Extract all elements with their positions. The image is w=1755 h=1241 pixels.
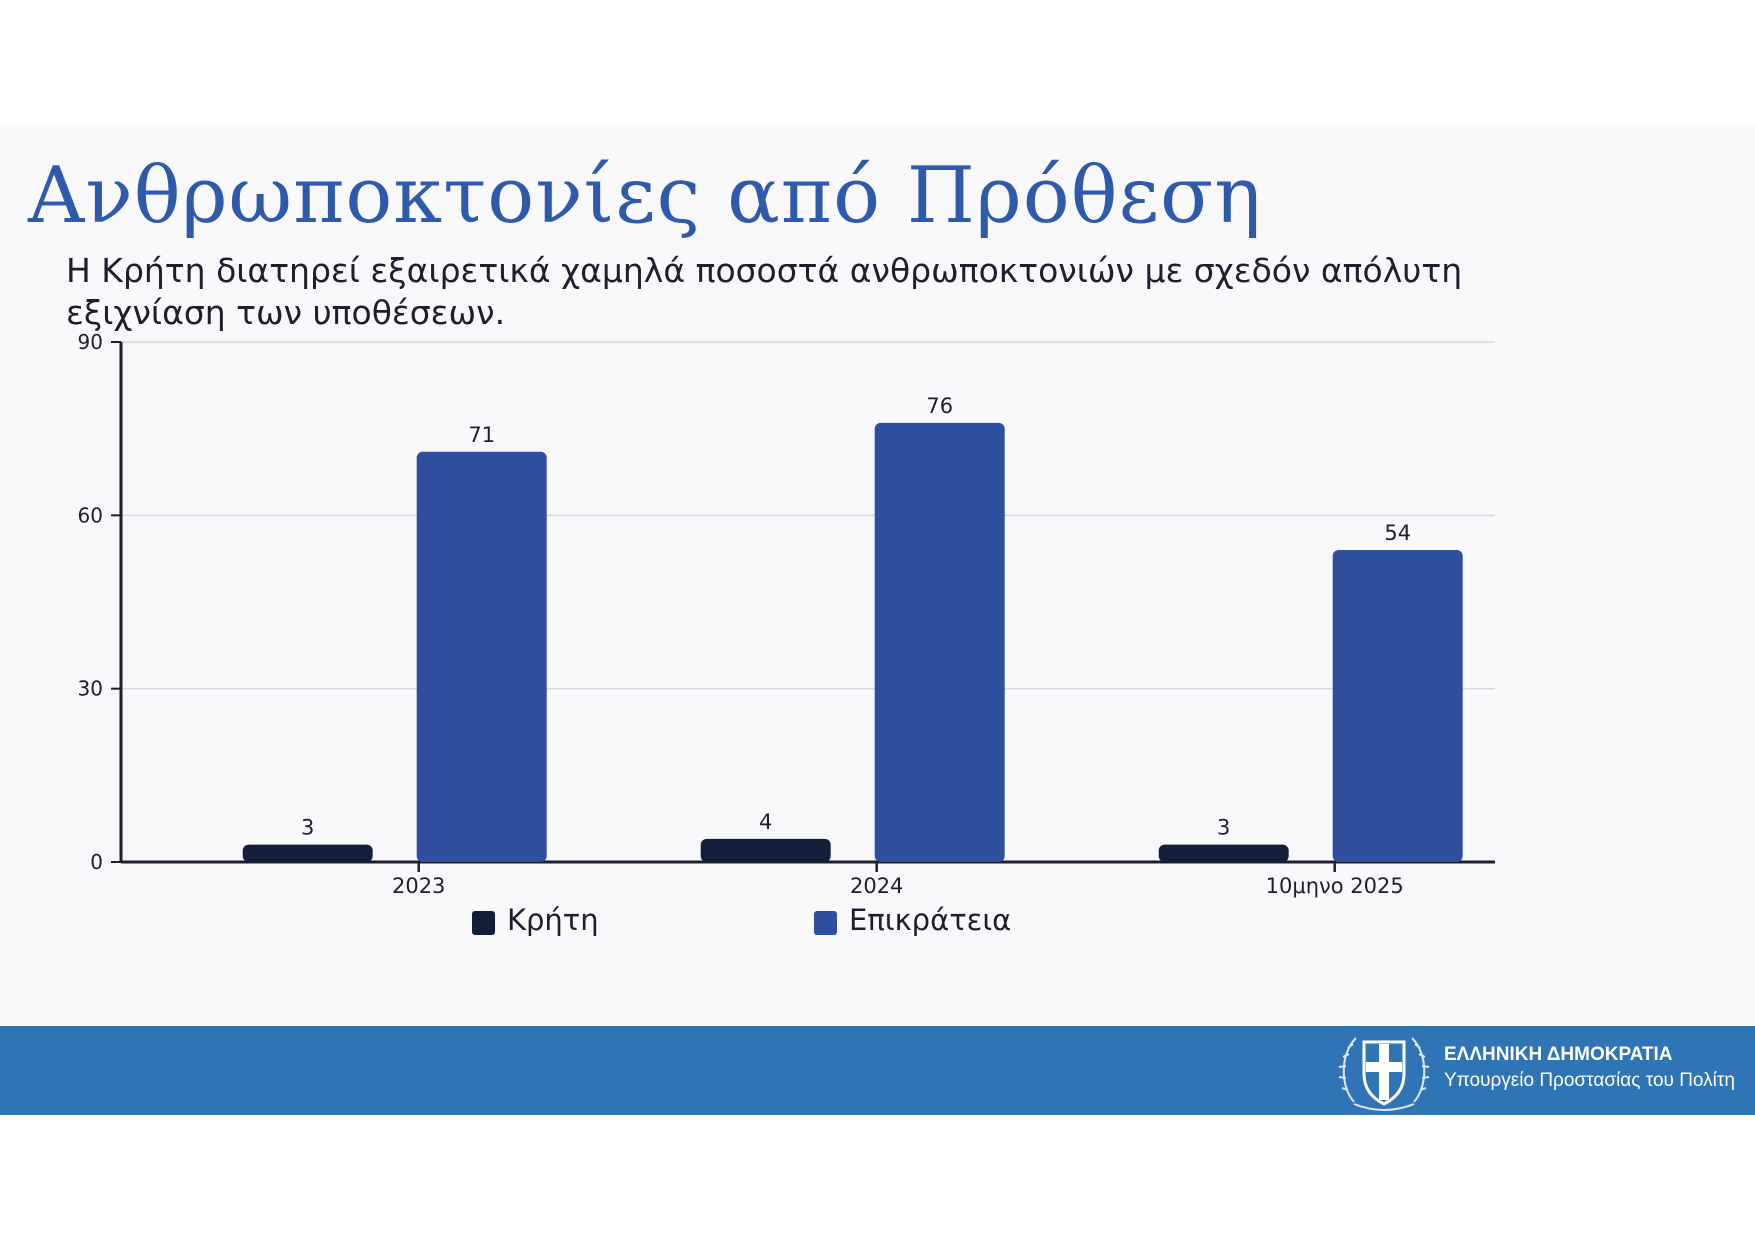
greek-coat-of-arms-icon <box>1338 1037 1430 1111</box>
y-tick-label: 0 <box>90 850 103 874</box>
data-label: 71 <box>468 423 495 447</box>
footer-country-name: ΕΛΛΗΝΙΚΗ ΔΗΜΟΚΡΑΤΙΑ <box>1444 1044 1673 1065</box>
x-tick-label: 2023 <box>392 874 445 898</box>
legend-swatch <box>814 911 837 935</box>
x-tick-label: 10μηνο 2025 <box>1266 874 1404 898</box>
bar <box>700 838 831 862</box>
data-label: 3 <box>1217 816 1230 840</box>
data-label: 4 <box>759 810 772 834</box>
y-tick-label: 30 <box>78 677 103 701</box>
legend-swatch <box>472 911 495 935</box>
bar <box>1332 550 1463 862</box>
footer-bar <box>0 1026 1755 1115</box>
bar <box>242 844 373 862</box>
slide-title: Ανθρωποκτονίες από Πρόθεση <box>28 151 1263 241</box>
data-label: 3 <box>301 816 314 840</box>
bar <box>1158 844 1289 862</box>
legend-label: Επικράτεια <box>849 903 1011 937</box>
legend-label: Κρήτη <box>507 903 599 937</box>
slide-subtitle: Η Κρήτη διατηρεί εξαιρετικά χαμηλά ποσοσ… <box>66 251 1463 332</box>
x-tick-label: 2024 <box>850 874 903 898</box>
bar <box>416 451 547 862</box>
data-label: 76 <box>926 394 953 418</box>
bar <box>874 422 1005 862</box>
data-label: 54 <box>1384 521 1411 545</box>
y-tick-label: 90 <box>78 330 103 354</box>
footer-ministry-name: Υπουργείο Προστασίας του Πολίτη <box>1444 1070 1735 1091</box>
y-tick-label: 60 <box>78 503 103 527</box>
